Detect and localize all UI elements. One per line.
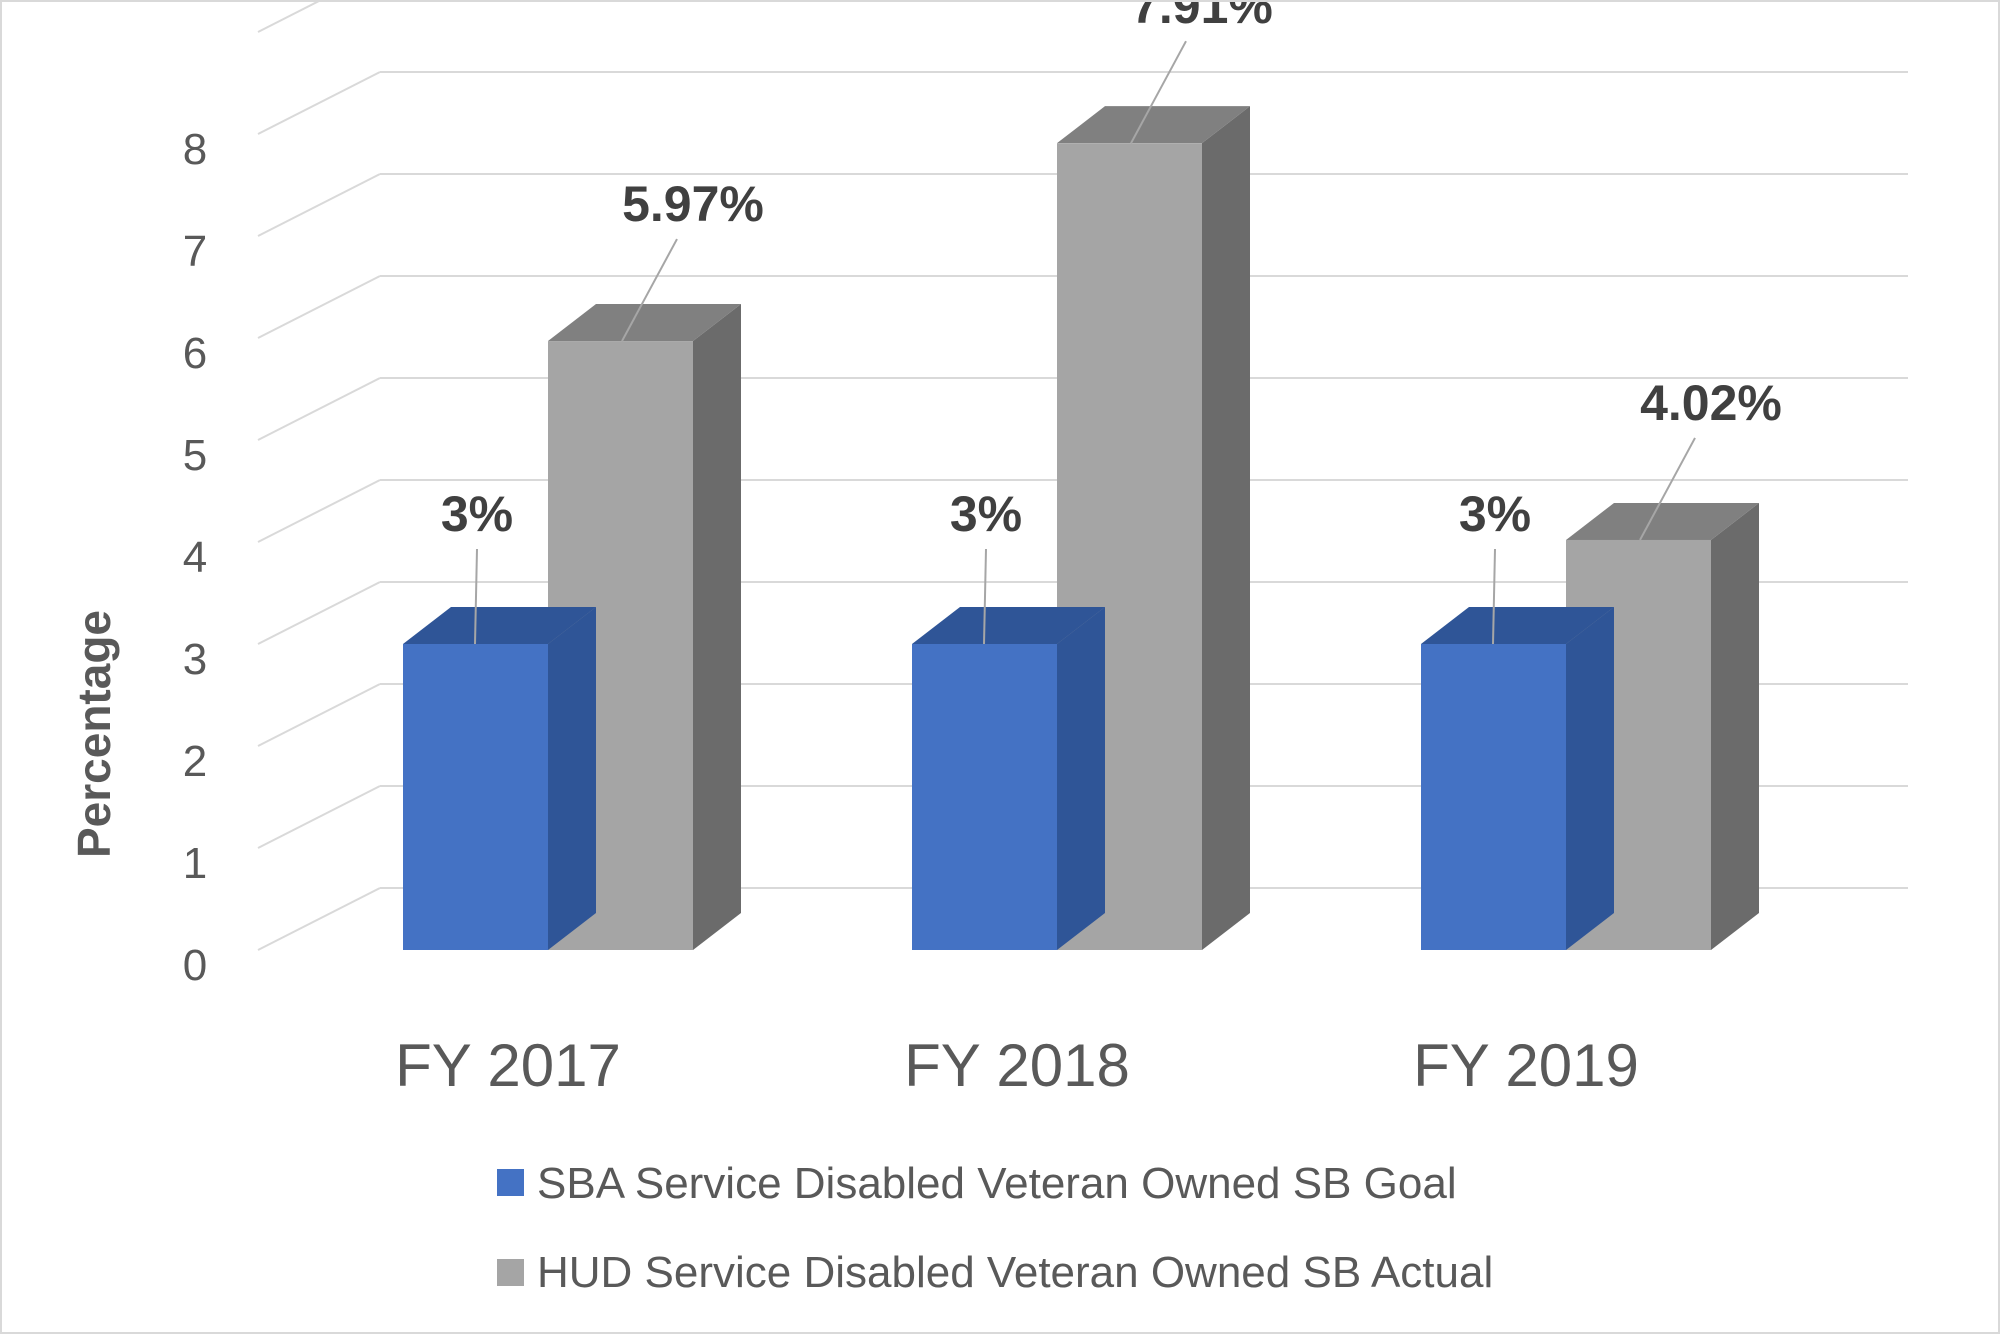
legend-label-goal: SBA Service Disabled Veteran Owned SB Go…	[537, 1159, 1457, 1208]
data-label-leader	[621, 238, 678, 342]
bar-top-actual	[1057, 106, 1250, 144]
bar-side-goal	[548, 607, 596, 950]
x-category-label: FY 2019	[1413, 1032, 1639, 1099]
y-tick-label: 2	[183, 737, 207, 786]
gridline-side-2	[257, 683, 381, 747]
data-label: 3%	[1459, 486, 1531, 542]
data-label-leader	[1492, 548, 1496, 645]
bar-goal	[912, 644, 1057, 950]
y-tick-label: 7	[183, 227, 207, 276]
bar-top-actual	[1566, 502, 1759, 540]
gridline-side-1	[257, 785, 381, 849]
bar-top-goal	[1421, 607, 1614, 644]
y-tick-label: 4	[183, 533, 207, 582]
legend-swatch-actual	[497, 1259, 524, 1286]
data-label: 3%	[441, 486, 513, 542]
data-label: 5.97%	[622, 176, 764, 232]
legend: SBA Service Disabled Veteran Owned SB Go…	[497, 1159, 1493, 1297]
bar-side-actual	[693, 304, 741, 950]
data-label: 3%	[950, 486, 1022, 542]
y-axis-ticks: 0 1 2 3 4 5 6 7 8	[183, 125, 207, 990]
data-label-leader	[1130, 40, 1187, 144]
y-tick-label: 3	[183, 635, 207, 684]
gridline-side-5	[257, 377, 381, 441]
bar-side-actual	[1202, 106, 1250, 951]
x-category-label: FY 2017	[395, 1032, 621, 1099]
y-tick-label: 6	[183, 329, 207, 378]
bar-goal	[403, 644, 548, 950]
data-label-leader	[983, 548, 987, 645]
y-tick-label: 5	[183, 431, 207, 480]
bar-goal	[1421, 644, 1566, 950]
bar-top-goal	[403, 607, 596, 644]
data-label-leader	[1639, 437, 1696, 541]
y-tick-label: 1	[183, 839, 207, 888]
gridline-side-top	[257, 2, 320, 33]
y-tick-label: 8	[183, 125, 207, 174]
bar-side-actual	[1711, 502, 1759, 950]
bar-top-actual	[548, 304, 741, 342]
y-tick-label: 0	[183, 941, 207, 990]
gridline-side-3	[257, 581, 381, 645]
gridline-side-7	[257, 173, 381, 237]
bar-top-goal	[912, 607, 1105, 644]
x-axis-categories: FY 2017 FY 2018 FY 2019	[395, 1032, 1639, 1099]
gridline-side-8	[257, 71, 381, 135]
legend-swatch-goal	[497, 1169, 524, 1196]
gridline-side-6	[257, 275, 381, 339]
y-axis-title: Percentage	[68, 610, 120, 858]
bars	[403, 106, 1759, 951]
data-label: 4.02%	[1640, 375, 1782, 431]
data-label: 7.91%	[1131, 2, 1273, 34]
gridline-side-4	[257, 479, 381, 543]
gridline-side-0	[257, 887, 381, 951]
x-category-label: FY 2018	[904, 1032, 1130, 1099]
bar-side-goal	[1566, 607, 1614, 950]
legend-label-actual: HUD Service Disabled Veteran Owned SB Ac…	[537, 1248, 1493, 1297]
bar-side-goal	[1057, 607, 1105, 950]
data-label-leader	[474, 548, 478, 645]
data-labels: 5.97% 3% 7.91% 3% 4.02% 3%	[441, 2, 1782, 645]
